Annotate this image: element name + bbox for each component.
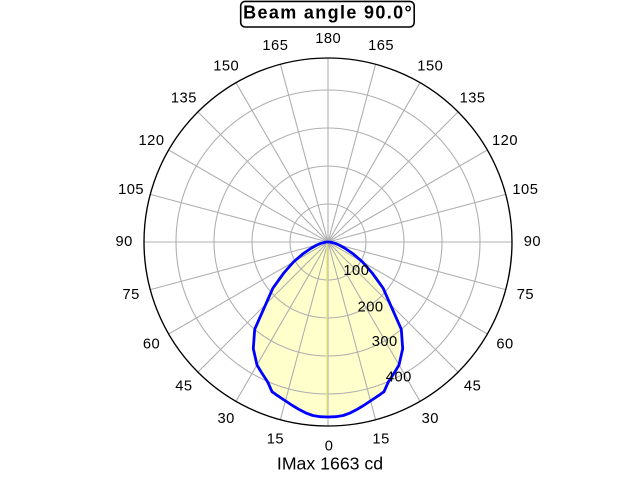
svg-text:45: 45	[175, 379, 192, 395]
svg-text:100: 100	[343, 263, 369, 279]
svg-text:135: 135	[460, 91, 486, 107]
svg-text:300: 300	[372, 334, 398, 350]
svg-text:Beam angle 90.0°: Beam angle 90.0°	[243, 3, 413, 23]
svg-text:90: 90	[524, 234, 541, 250]
svg-text:60: 60	[496, 336, 513, 352]
svg-text:120: 120	[492, 133, 518, 149]
svg-text:105: 105	[512, 182, 538, 198]
svg-text:75: 75	[122, 287, 139, 303]
svg-text:165: 165	[368, 38, 394, 54]
svg-text:90: 90	[116, 234, 133, 250]
svg-text:0: 0	[325, 439, 334, 455]
svg-text:165: 165	[262, 38, 288, 54]
svg-text:400: 400	[386, 369, 412, 385]
svg-text:105: 105	[118, 182, 144, 198]
svg-text:15: 15	[372, 432, 389, 448]
svg-text:150: 150	[417, 58, 443, 74]
svg-text:60: 60	[143, 336, 160, 352]
svg-text:75: 75	[517, 287, 534, 303]
svg-text:45: 45	[464, 379, 481, 395]
svg-text:150: 150	[213, 58, 239, 74]
svg-text:135: 135	[171, 91, 197, 107]
svg-text:180: 180	[315, 31, 341, 47]
svg-text:200: 200	[358, 299, 384, 315]
svg-text:120: 120	[138, 133, 164, 149]
svg-text:30: 30	[218, 411, 235, 427]
svg-text:15: 15	[267, 432, 284, 448]
svg-text:30: 30	[422, 411, 439, 427]
svg-text:IMax 1663 cd: IMax 1663 cd	[277, 454, 383, 474]
